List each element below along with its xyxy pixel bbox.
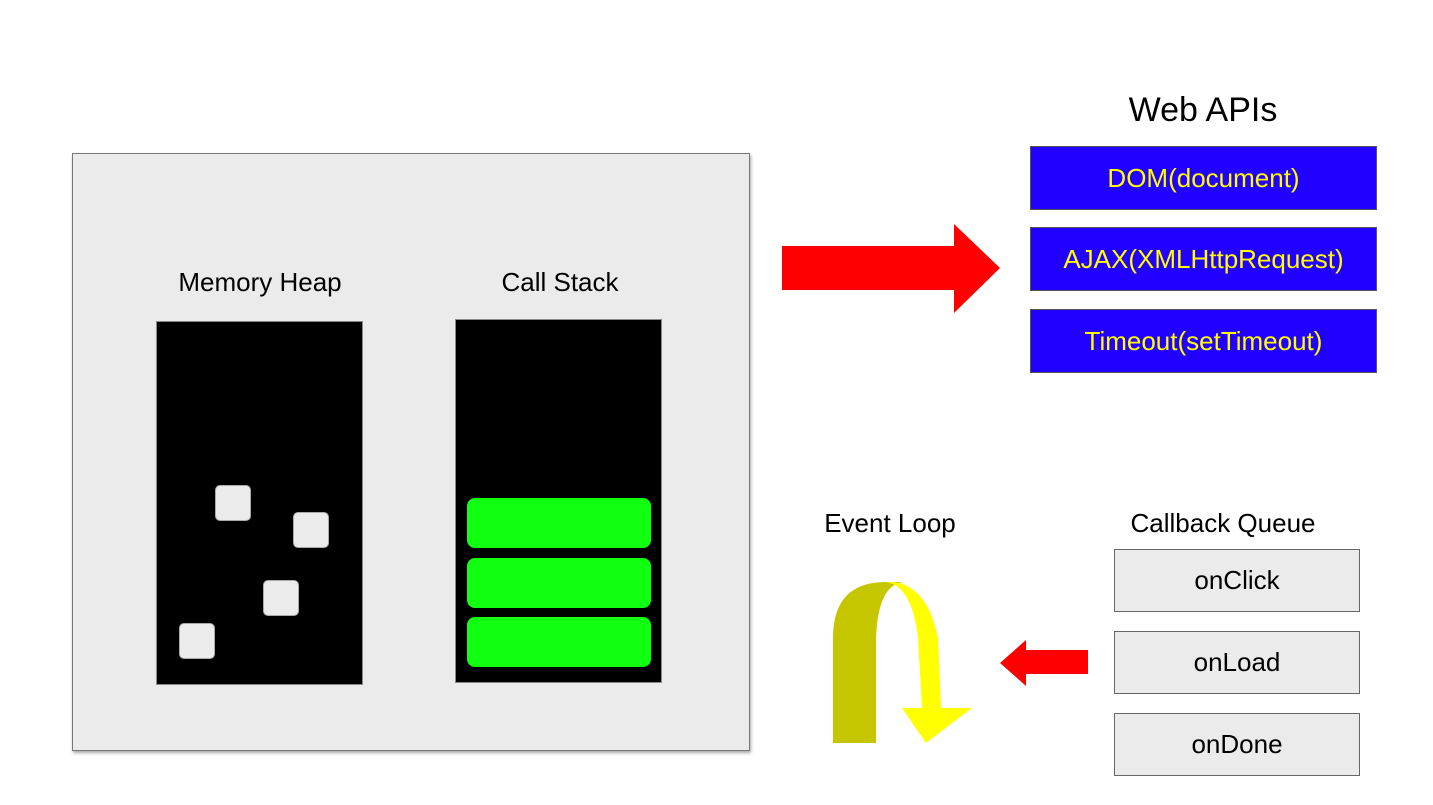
call-stack-label: Call Stack [501, 267, 619, 297]
web-apis-title: Web APIs [1128, 91, 1278, 129]
arrow-right-icon [782, 224, 1000, 313]
heap-object [293, 512, 329, 548]
callback-onclick: onClick [1114, 549, 1360, 612]
callback-onload: onLoad [1114, 631, 1360, 694]
arrow-left-icon [1000, 640, 1088, 686]
callback-queue-label: Callback Queue [1130, 508, 1316, 538]
event-loop-icon [833, 581, 972, 743]
web-api-ajax: AJAX(XMLHttpRequest) [1030, 227, 1377, 291]
web-api-dom: DOM(document) [1030, 146, 1377, 210]
stack-frame [467, 558, 651, 608]
stack-frame [467, 617, 651, 667]
heap-object [179, 623, 215, 659]
event-loop-label: Event Loop [824, 508, 956, 538]
web-api-timeout: Timeout(setTimeout) [1030, 309, 1377, 373]
stack-frame [467, 498, 651, 548]
heap-object [215, 485, 251, 521]
heap-object [263, 580, 299, 616]
callback-ondone: onDone [1114, 713, 1360, 776]
memory-heap-label: Memory Heap [178, 267, 342, 297]
